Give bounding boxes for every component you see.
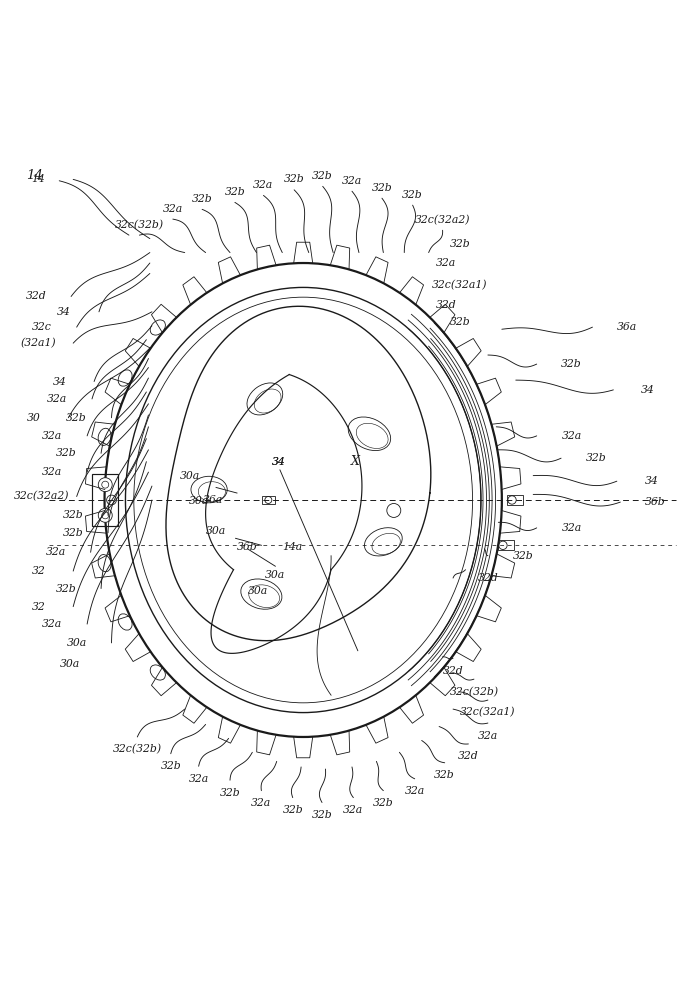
Text: 32a: 32a xyxy=(188,774,209,784)
Text: 32c(32a1): 32c(32a1) xyxy=(460,707,516,718)
Text: 34: 34 xyxy=(272,457,286,467)
Text: 32a: 32a xyxy=(42,467,63,477)
Text: 36b: 36b xyxy=(237,542,258,552)
Text: 36a: 36a xyxy=(202,495,223,505)
Text: 14a: 14a xyxy=(282,542,303,552)
Text: 32: 32 xyxy=(31,602,45,612)
Text: 32b: 32b xyxy=(66,413,87,423)
Bar xyxy=(498,540,514,550)
Text: 32a: 32a xyxy=(47,394,68,404)
Text: 32b: 32b xyxy=(160,761,181,771)
Text: 32a: 32a xyxy=(404,786,425,796)
Text: 32d: 32d xyxy=(458,751,479,761)
Text: 32a: 32a xyxy=(477,731,498,741)
Text: 32b: 32b xyxy=(63,528,84,538)
Text: 32c(32b): 32c(32b) xyxy=(115,220,164,230)
Text: 32b: 32b xyxy=(402,190,423,200)
Text: 32b: 32b xyxy=(284,174,305,184)
Text: 34: 34 xyxy=(645,476,659,486)
Bar xyxy=(262,496,275,504)
Text: 32b: 32b xyxy=(373,798,394,808)
Text: 32d: 32d xyxy=(477,573,498,583)
Text: 32a: 32a xyxy=(45,547,66,557)
Text: 36a: 36a xyxy=(617,322,638,332)
Text: 30a: 30a xyxy=(59,659,80,669)
Text: 32c(32a1): 32c(32a1) xyxy=(432,280,488,290)
Text: 32a: 32a xyxy=(251,798,272,808)
Text: 32a: 32a xyxy=(253,180,274,190)
Text: 32b: 32b xyxy=(224,187,245,197)
Text: 32: 32 xyxy=(31,566,45,576)
Bar xyxy=(507,495,523,505)
Text: 32b: 32b xyxy=(220,788,240,798)
Circle shape xyxy=(98,508,112,522)
Text: 32a: 32a xyxy=(162,204,183,214)
Text: 30a: 30a xyxy=(265,570,286,580)
Text: 32b: 32b xyxy=(512,551,533,561)
Text: 32d: 32d xyxy=(443,666,464,676)
Text: 32b: 32b xyxy=(372,183,392,193)
Text: (32a1): (32a1) xyxy=(20,338,56,348)
Text: 32b: 32b xyxy=(312,810,332,820)
Text: 32c: 32c xyxy=(32,322,52,332)
Text: 32d: 32d xyxy=(26,291,47,301)
Text: X: X xyxy=(351,455,360,468)
Text: 34: 34 xyxy=(272,457,286,467)
Text: 30a: 30a xyxy=(247,586,268,596)
Text: 32c(32a2): 32c(32a2) xyxy=(415,215,470,225)
Text: 32a: 32a xyxy=(342,176,362,186)
Text: 30a: 30a xyxy=(179,471,200,481)
Text: 32b: 32b xyxy=(56,584,77,594)
Text: 32c(32b): 32c(32b) xyxy=(113,744,162,755)
Text: 32c(32b): 32c(32b) xyxy=(450,687,498,697)
Text: 32a: 32a xyxy=(42,431,63,441)
Text: 30a: 30a xyxy=(66,638,87,648)
Text: 32b: 32b xyxy=(192,194,213,204)
Circle shape xyxy=(98,478,112,492)
Text: 32b: 32b xyxy=(312,171,333,181)
Text: 34: 34 xyxy=(57,307,71,317)
Text: 32b: 32b xyxy=(561,359,582,369)
Text: 32b: 32b xyxy=(282,805,303,815)
Text: 32b: 32b xyxy=(585,453,606,463)
Text: 32b: 32b xyxy=(56,448,77,458)
Text: 32c(32a2): 32c(32a2) xyxy=(14,491,70,502)
Text: 30: 30 xyxy=(26,413,40,423)
Text: 32b: 32b xyxy=(450,317,470,327)
Text: 32b: 32b xyxy=(63,510,84,520)
Text: 36b: 36b xyxy=(645,497,666,507)
Text: 32a: 32a xyxy=(561,431,582,441)
Text: 32a: 32a xyxy=(42,619,63,629)
Text: 32d: 32d xyxy=(436,300,457,310)
Text: 32b: 32b xyxy=(450,239,470,249)
Text: 14: 14 xyxy=(26,169,43,182)
Text: 30a: 30a xyxy=(188,496,209,506)
Text: 34: 34 xyxy=(52,377,66,387)
Text: 32a: 32a xyxy=(436,258,457,268)
Text: 30a: 30a xyxy=(206,526,227,536)
Bar xyxy=(92,474,118,526)
Text: 32a: 32a xyxy=(561,523,582,533)
Text: 32a: 32a xyxy=(343,805,364,815)
Circle shape xyxy=(107,495,116,505)
Text: 34: 34 xyxy=(641,385,655,395)
Text: 32b: 32b xyxy=(434,770,455,780)
Text: 14: 14 xyxy=(31,174,45,184)
